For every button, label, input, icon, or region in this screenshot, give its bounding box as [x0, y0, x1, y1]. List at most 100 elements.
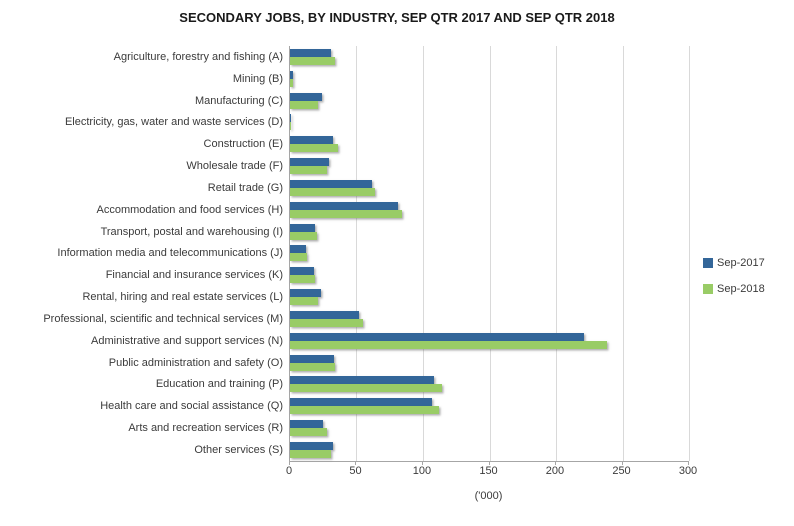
bar-sep-2018 [290, 187, 376, 196]
gridline [422, 46, 424, 461]
x-tick-mark [621, 461, 623, 465]
x-tick-mark [289, 461, 290, 465]
x-tick-mark [421, 461, 423, 465]
category-label: Professional, scientific and technical s… [43, 312, 283, 325]
bar-sep-2018 [290, 166, 328, 175]
bar-sep-2017 [290, 179, 373, 188]
bar-sep-2017 [290, 114, 292, 123]
bar-group [290, 352, 689, 374]
bar-sep-2017 [290, 310, 360, 319]
bar-sep-2018 [290, 209, 402, 218]
bar-group [290, 395, 689, 417]
bar-sep-2018 [290, 406, 439, 415]
bar-group [290, 177, 689, 199]
legend-swatch-sep-2018 [703, 284, 713, 294]
category-axis-labels: Agriculture, forestry and fishing (A) Min… [0, 46, 283, 461]
bar-sep-2018 [290, 297, 318, 306]
bar-sep-2017 [290, 201, 398, 210]
legend-label: Sep-2018 [717, 283, 765, 295]
category-label: Retail trade (G) [207, 181, 283, 194]
category-label: Public administration and safety (O) [108, 356, 283, 369]
bar-sep-2017 [290, 223, 316, 232]
plot-area [289, 46, 690, 462]
bar-sep-2018 [290, 362, 336, 371]
legend-item: Sep-2017 [703, 257, 765, 269]
x-tick-label: 0 [285, 465, 293, 477]
x-tick-label: 150 [479, 465, 498, 477]
gridline [356, 46, 358, 461]
bar-group [290, 417, 689, 439]
bar-sep-2018 [290, 318, 364, 327]
bar-group [290, 133, 689, 155]
bar-group [290, 242, 689, 264]
bar-sep-2018 [290, 100, 318, 109]
bar-group [290, 373, 689, 395]
bar-sep-2017 [290, 136, 333, 145]
category-label: Transport, postal and warehousing (I) [100, 225, 283, 238]
category-label: Manufacturing (C) [194, 94, 283, 107]
category-label: Administrative and support services (N) [91, 334, 283, 347]
category-label: Arts and recreation services (R) [128, 421, 283, 434]
gridline [689, 46, 690, 461]
bar-sep-2018 [290, 56, 336, 65]
category-label: Financial and insurance services (K) [105, 269, 283, 282]
legend: Sep-2017 Sep-2018 [703, 257, 765, 295]
bar-sep-2017 [290, 441, 333, 450]
legend-swatch-sep-2017 [703, 258, 713, 268]
gridline [489, 46, 491, 461]
bar-group [290, 46, 689, 68]
bar-sep-2017 [290, 245, 306, 254]
bar-sep-2017 [290, 267, 314, 276]
x-tick-label: 100 [412, 465, 432, 477]
bar-group [290, 111, 689, 133]
category-label: Mining (B) [232, 72, 283, 85]
bar-group [290, 330, 689, 352]
legend-label: Sep-2017 [717, 257, 765, 269]
bar-group [290, 264, 689, 286]
category-label: Agriculture, forestry and fishing (A) [113, 50, 283, 63]
gridline [555, 46, 557, 461]
bar-sep-2017 [290, 289, 321, 298]
bar-sep-2018 [290, 449, 332, 458]
bar-sep-2018 [290, 427, 328, 436]
bar-group [290, 90, 689, 112]
bar-sep-2018 [290, 253, 308, 262]
category-label: Construction (E) [203, 138, 283, 151]
bar-group [290, 199, 689, 221]
bar-group [290, 286, 689, 308]
bar-sep-2017 [290, 398, 433, 407]
bar-sep-2018 [290, 275, 316, 284]
bar-sep-2017 [290, 419, 324, 428]
category-label: Other services (S) [194, 443, 283, 456]
category-label: Education and training (P) [155, 378, 283, 391]
category-label: Wholesale trade (F) [186, 160, 283, 173]
bar-sep-2017 [290, 48, 332, 57]
category-label: Rental, hiring and real estate services … [82, 291, 283, 304]
bar-sep-2017 [290, 158, 329, 167]
x-tick-label: 250 [612, 465, 631, 477]
x-tick-mark [688, 461, 689, 465]
category-label: Electricity, gas, water and waste servic… [64, 116, 283, 129]
bar-group [290, 439, 689, 461]
x-tick-label: 300 [678, 465, 698, 477]
bar-group [290, 308, 689, 330]
x-tick-label: 50 [349, 465, 362, 477]
bar-sep-2018 [290, 78, 293, 87]
category-label: Health care and social assistance (Q) [100, 400, 283, 413]
category-label: Information media and telecommunications… [57, 247, 283, 260]
bar-sep-2017 [290, 92, 322, 101]
bar-sep-2017 [290, 376, 434, 385]
x-tick-mark [488, 461, 490, 465]
x-tick-mark [355, 461, 357, 465]
bar-rows [290, 46, 689, 461]
category-label: Accommodation and food services (H) [96, 203, 283, 216]
bar-sep-2018 [290, 340, 607, 349]
bar-sep-2018 [290, 122, 292, 131]
x-tick-label: 200 [545, 465, 565, 477]
bar-sep-2018 [290, 384, 442, 393]
legend-item: Sep-2018 [703, 283, 765, 295]
chart-title: SECONDARY JOBS, BY INDUSTRY, SEP QTR 201… [179, 10, 615, 25]
x-tick-mark [554, 461, 556, 465]
bar-sep-2017 [290, 354, 334, 363]
